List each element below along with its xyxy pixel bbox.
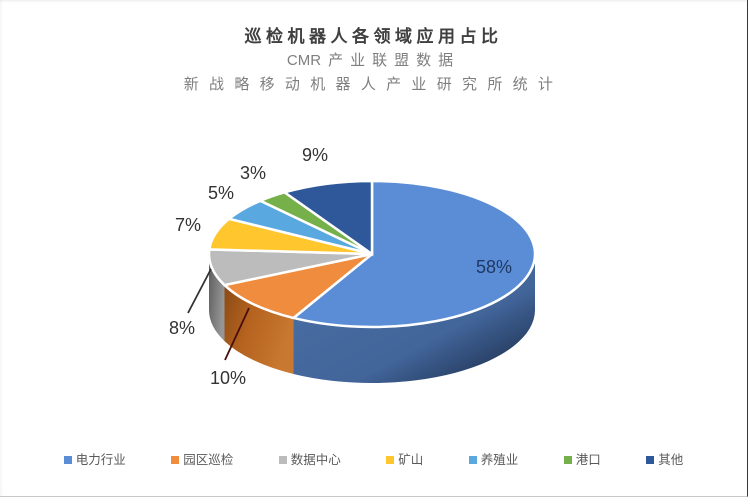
svg-text:9%: 9% (302, 145, 328, 165)
svg-text:58%: 58% (476, 257, 512, 277)
svg-text:3%: 3% (240, 163, 266, 183)
svg-text:10%: 10% (210, 368, 246, 388)
svg-text:7%: 7% (175, 215, 201, 235)
svg-text:8%: 8% (169, 318, 195, 338)
svg-text:5%: 5% (208, 183, 234, 203)
